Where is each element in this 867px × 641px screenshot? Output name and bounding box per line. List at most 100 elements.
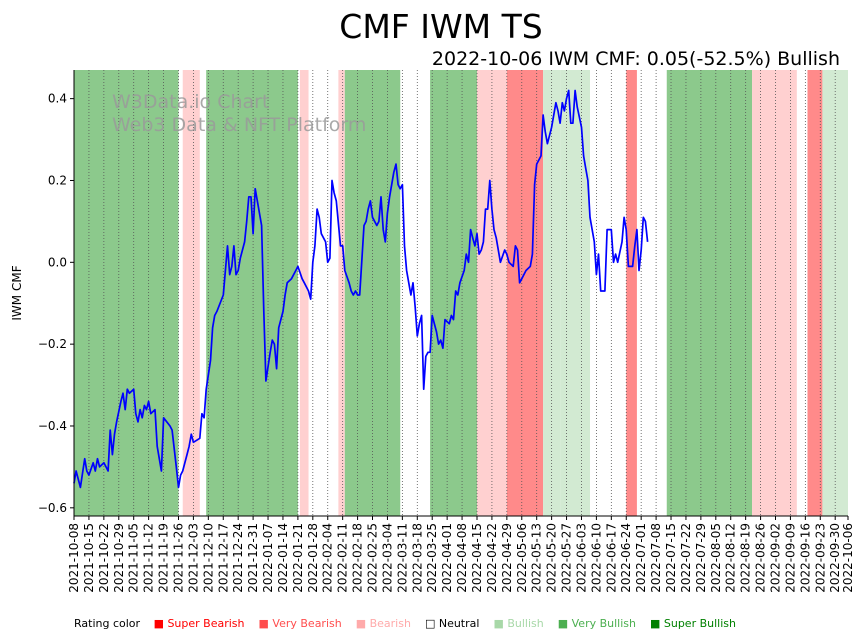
rating-legend: Rating color ■ Super Bearish ■ Very Beari… xyxy=(74,617,748,630)
legend-swatch-icon: ■ xyxy=(493,617,508,630)
x-tick-label: 2021-11-26 xyxy=(172,523,186,593)
rating-band xyxy=(338,70,345,516)
x-tick-label: 2022-01-28 xyxy=(306,523,320,593)
x-tick-label: 2022-01-07 xyxy=(261,523,275,593)
x-tick-label: 2022-09-23 xyxy=(813,523,827,593)
x-tick-label: 2022-01-14 xyxy=(276,523,290,593)
x-tick-label: 2021-10-29 xyxy=(112,523,126,593)
x-tick-label: 2022-03-25 xyxy=(425,523,439,593)
x-tick-label: 2022-05-20 xyxy=(545,523,559,593)
legend-item: ■ Super Bullish xyxy=(650,617,740,630)
x-tick-label: 2022-02-18 xyxy=(351,523,365,593)
rating-band xyxy=(560,70,590,516)
x-tick-label: 2022-02-04 xyxy=(321,523,335,593)
legend-item: ■ Bearish xyxy=(356,617,415,630)
x-tick-label: 2021-10-15 xyxy=(82,523,96,593)
legend-item-label: Very Bullish xyxy=(571,617,636,630)
cmf-line xyxy=(73,89,649,489)
legend-swatch-icon: □ xyxy=(424,617,439,630)
x-tick-label: 2022-03-18 xyxy=(410,523,424,593)
x-tick-label: 2022-09-02 xyxy=(769,523,783,593)
cmf-series-line xyxy=(73,89,649,489)
x-tick-label: 2022-05-06 xyxy=(515,523,529,593)
y-tick-label: −0.2 xyxy=(38,337,67,351)
rating-band xyxy=(300,70,309,516)
x-tick-label: 2021-11-19 xyxy=(157,523,171,593)
legend-item: ■ Bullish xyxy=(493,617,547,630)
x-tick-label: 2022-03-11 xyxy=(395,523,409,593)
x-tick-label: 2022-07-15 xyxy=(664,523,678,593)
y-tick-label: −0.6 xyxy=(38,501,67,515)
y-tick-label: 0.0 xyxy=(48,255,67,269)
x-tick-label: 2022-08-05 xyxy=(709,523,723,593)
x-tick-label: 2021-12-31 xyxy=(246,523,260,593)
x-tick-label: 2022-03-04 xyxy=(380,523,394,593)
x-tick-label: 2022-09-30 xyxy=(828,523,842,593)
x-tick-label: 2022-07-01 xyxy=(634,523,648,593)
y-tick-label: 0.4 xyxy=(48,92,67,106)
legend-item-label: Bearish xyxy=(369,617,411,630)
x-tick-label: 2022-05-27 xyxy=(560,523,574,593)
rating-band xyxy=(506,70,544,516)
rating-band xyxy=(752,70,797,516)
x-tick-label: 2021-11-12 xyxy=(142,523,156,593)
legend-item: ■ Very Bearish xyxy=(259,617,346,630)
rating-band xyxy=(182,70,200,516)
legend-swatch-icon: ■ xyxy=(153,617,168,630)
x-tick-label: 2021-12-10 xyxy=(201,523,215,593)
rating-band xyxy=(74,70,179,516)
rating-band xyxy=(807,70,823,516)
x-tick-label: 2022-04-29 xyxy=(500,523,514,593)
legend-swatch-icon: ■ xyxy=(258,617,273,630)
rating-bands xyxy=(74,70,848,516)
legend-swatch-icon: ■ xyxy=(355,617,370,630)
x-tick-label: 2021-12-24 xyxy=(231,523,245,593)
x-tick-label: 2022-08-12 xyxy=(724,523,738,593)
legend-item-label: Super Bullish xyxy=(663,617,736,630)
x-tick-label: 2022-08-26 xyxy=(754,523,768,593)
x-tick-label: 2021-12-03 xyxy=(186,523,200,593)
legend-item-label: Bullish xyxy=(507,617,544,630)
legend-item-label: Very Bearish xyxy=(272,617,342,630)
x-tick-label: 2022-04-22 xyxy=(485,523,499,593)
x-tick-label: 2022-02-25 xyxy=(366,523,380,593)
x-tick-label: 2022-01-21 xyxy=(291,523,305,593)
x-tick-label: 2022-07-22 xyxy=(679,523,693,593)
watermark-line1: W3Data.io Chart xyxy=(112,91,269,113)
y-axis-label: IWM CMF xyxy=(10,265,24,320)
x-tick-label: 2021-11-05 xyxy=(127,523,141,593)
x-tick-label: 2021-10-22 xyxy=(97,523,111,593)
x-tick-label: 2022-07-29 xyxy=(694,523,708,593)
x-tick-label: 2022-06-10 xyxy=(589,523,603,593)
legend-item: ■ Super Bearish xyxy=(154,617,249,630)
x-tick-label: 2022-02-11 xyxy=(336,523,350,593)
x-tick-label: 2021-10-08 xyxy=(67,523,81,593)
x-tick-label: 2022-06-24 xyxy=(619,523,633,593)
x-tick-label: 2022-07-08 xyxy=(649,523,663,593)
rating-band xyxy=(430,70,477,516)
x-tick-label: 2022-08-19 xyxy=(739,523,753,593)
y-tick-label: −0.4 xyxy=(38,419,67,433)
legend-item-label: Neutral xyxy=(438,617,480,630)
x-tick-label: 2022-06-17 xyxy=(604,523,618,593)
x-axis-ticks: 2021-10-08 2021-10-15 2021-10-22 2021-10-29… xyxy=(67,516,855,593)
legend-swatch-icon: ■ xyxy=(649,617,664,630)
legend-swatch-icon: ■ xyxy=(557,617,572,630)
legend-item: ■ Very Bullish xyxy=(558,617,640,630)
axes xyxy=(73,70,848,517)
rating-band xyxy=(626,70,637,516)
x-tick-label: 2022-04-01 xyxy=(440,523,454,593)
y-tick-label: 0.2 xyxy=(48,173,67,187)
x-tick-label: 2022-05-13 xyxy=(530,523,544,593)
x-tick-label: 2021-12-17 xyxy=(216,523,230,593)
legend-title: Rating color xyxy=(74,617,141,630)
chart-title: CMF IWM TS xyxy=(339,7,542,46)
legend-item-label: Super Bearish xyxy=(167,617,245,630)
x-tick-label: 2022-04-15 xyxy=(470,523,484,593)
x-tick-label: 2022-09-09 xyxy=(783,523,797,593)
y-axis-ticks: −0.6 −0.4 −0.2 0.0 0.2 0.4 xyxy=(38,92,74,515)
rating-band xyxy=(206,70,298,516)
x-tick-label: 2022-10-06 xyxy=(841,523,855,593)
x-tick-label: 2022-09-16 xyxy=(798,523,812,593)
